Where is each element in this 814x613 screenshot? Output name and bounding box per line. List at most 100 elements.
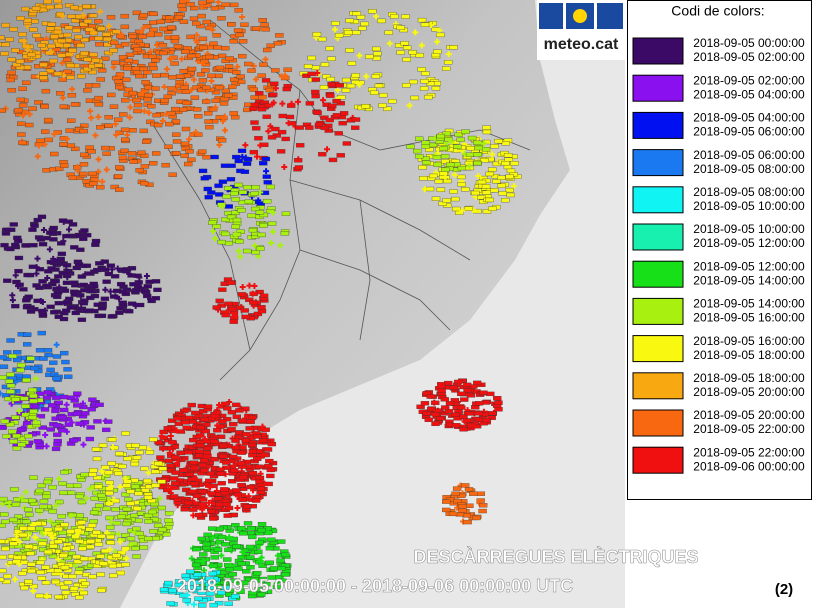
strike xyxy=(482,209,492,214)
strike xyxy=(189,16,199,21)
strike xyxy=(436,133,445,139)
strike xyxy=(192,21,201,26)
strike xyxy=(21,38,28,45)
strike xyxy=(190,465,199,471)
strike xyxy=(271,126,280,132)
strike xyxy=(263,168,270,175)
strike xyxy=(58,428,67,433)
strike xyxy=(185,472,195,477)
strike xyxy=(140,164,150,169)
strike xyxy=(142,139,151,144)
strike xyxy=(164,511,174,516)
strike xyxy=(35,526,44,531)
strike xyxy=(237,482,246,488)
strike xyxy=(294,165,304,170)
strike xyxy=(211,90,221,95)
strike xyxy=(59,394,69,400)
strike xyxy=(445,401,455,406)
strike xyxy=(135,282,142,289)
strike xyxy=(107,437,117,442)
strike xyxy=(251,242,258,249)
strike xyxy=(212,305,221,310)
strike xyxy=(152,73,161,78)
strike xyxy=(222,416,232,422)
strike xyxy=(54,300,63,306)
strike xyxy=(122,475,129,482)
strike xyxy=(22,489,29,496)
strike xyxy=(257,308,267,314)
strike xyxy=(120,24,130,30)
strike xyxy=(0,496,8,502)
strike xyxy=(64,25,74,30)
legend-end: 2018-09-05 14:00:00 xyxy=(693,273,805,287)
strike xyxy=(218,287,227,292)
strike xyxy=(226,280,235,286)
strike xyxy=(69,86,76,93)
legend-start: 2018-09-05 22:00:00 xyxy=(693,445,805,459)
strike xyxy=(231,312,238,319)
strike xyxy=(121,547,128,554)
strike xyxy=(236,74,245,79)
strike xyxy=(144,536,153,541)
strike xyxy=(277,242,284,249)
strike xyxy=(267,123,274,130)
strike xyxy=(36,560,45,565)
strike xyxy=(433,49,442,54)
strike xyxy=(1,519,10,525)
strike xyxy=(243,521,253,526)
strike xyxy=(234,505,241,512)
strike xyxy=(127,542,134,549)
strike xyxy=(97,313,107,319)
strike xyxy=(53,29,63,35)
strike xyxy=(117,483,124,490)
strike xyxy=(164,525,173,530)
strike xyxy=(39,499,49,504)
strike xyxy=(490,144,499,149)
strike xyxy=(36,237,46,242)
strike xyxy=(262,199,272,204)
strike xyxy=(80,472,89,478)
strike xyxy=(54,594,63,600)
strike xyxy=(473,160,482,166)
strike xyxy=(191,562,201,568)
strike xyxy=(239,13,246,20)
strike xyxy=(432,155,442,160)
strike xyxy=(29,475,38,480)
strike xyxy=(24,433,33,439)
strike xyxy=(461,187,470,192)
strike xyxy=(235,493,242,500)
legend-swatch xyxy=(632,37,684,65)
strike xyxy=(151,151,161,156)
strike xyxy=(205,576,214,581)
strike xyxy=(229,421,238,427)
strike xyxy=(250,206,260,212)
strike xyxy=(80,441,87,448)
strike xyxy=(117,538,124,545)
strike xyxy=(108,483,115,490)
strike xyxy=(42,529,49,536)
strike xyxy=(60,407,69,413)
strike xyxy=(99,178,106,185)
strike xyxy=(132,554,141,559)
strike xyxy=(152,112,161,118)
strike xyxy=(232,402,241,408)
strike xyxy=(9,222,18,227)
strike xyxy=(58,218,68,223)
strike xyxy=(221,45,230,51)
strike xyxy=(270,209,277,216)
strike xyxy=(0,242,9,248)
strike xyxy=(126,536,136,541)
strike xyxy=(226,214,236,220)
strike xyxy=(498,191,507,196)
strike xyxy=(265,458,274,464)
strike xyxy=(442,499,451,504)
strike xyxy=(187,66,197,72)
strike xyxy=(199,497,208,502)
strike xyxy=(160,98,169,103)
strike xyxy=(258,563,267,568)
strike xyxy=(472,515,481,521)
strike xyxy=(221,401,230,407)
strike xyxy=(19,112,26,119)
strike xyxy=(175,74,185,79)
